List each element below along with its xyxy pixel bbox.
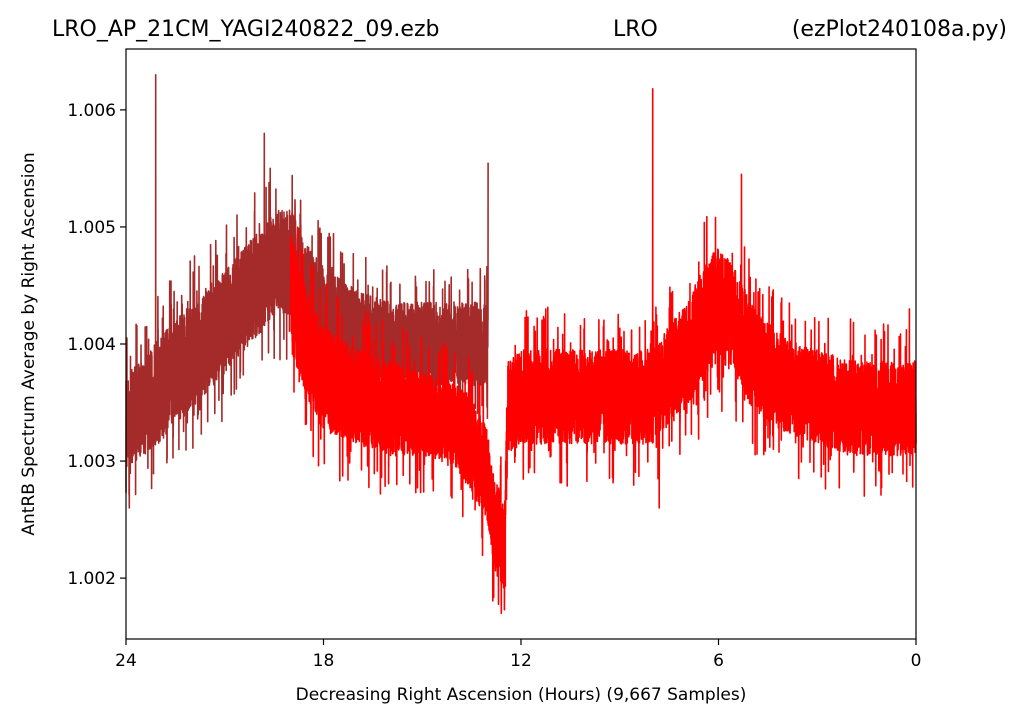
- x-axis-label: Decreasing Right Ascension (Hours) (9,66…: [296, 685, 747, 705]
- x-axis: 24 18 12 6 0: [115, 639, 921, 671]
- series-line-1: [125, 74, 489, 509]
- y-axis: 1.002 1.003 1.004 1.005 1.006: [67, 101, 126, 589]
- x-tick-label: 24: [115, 651, 137, 671]
- x-tick-label: 0: [911, 651, 922, 671]
- y-tick-label: 1.006: [67, 101, 116, 121]
- chart-title-left: LRO_AP_21CM_YAGI240822_09.ezb: [52, 17, 439, 42]
- y-tick-label: 1.003: [67, 452, 116, 472]
- series-layer: [125, 74, 917, 614]
- x-tick-label: 6: [713, 651, 724, 671]
- y-axis-label: AntRB Spectrum Average by Right Ascensio…: [19, 152, 39, 535]
- y-tick-label: 1.002: [67, 569, 116, 589]
- x-tick-label: 12: [510, 651, 532, 671]
- chart-title-center: LRO: [613, 17, 658, 42]
- chart-title-right: (ezPlot240108a.py): [792, 17, 1007, 42]
- y-tick-label: 1.005: [67, 218, 116, 238]
- x-tick-label: 18: [313, 651, 335, 671]
- series-line-2: [289, 88, 917, 614]
- y-tick-label: 1.004: [67, 335, 116, 355]
